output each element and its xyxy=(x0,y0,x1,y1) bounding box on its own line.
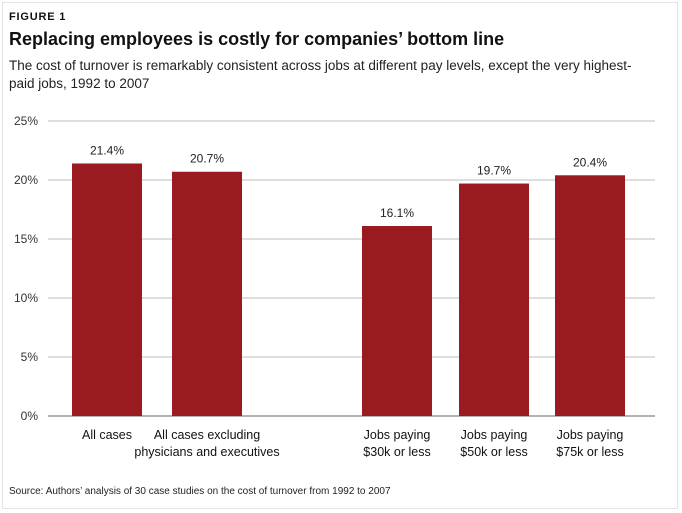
y-tick-label: 5% xyxy=(21,350,39,364)
y-tick-label: 25% xyxy=(14,114,38,128)
category-label: Jobs paying xyxy=(461,428,528,442)
source-note: Source: Authors’ analysis of 30 case stu… xyxy=(9,486,391,497)
category-label: $50k or less xyxy=(460,445,527,459)
data-label: 21.4% xyxy=(90,143,124,157)
bar xyxy=(555,175,625,416)
category-label: $30k or less xyxy=(363,445,430,459)
data-label: 16.1% xyxy=(380,206,414,220)
bars xyxy=(72,163,625,416)
data-label: 20.7% xyxy=(190,152,224,166)
chart-title: Replacing employees is costly for compan… xyxy=(9,29,505,49)
y-tick-label: 20% xyxy=(14,173,38,187)
y-tick-label: 10% xyxy=(14,291,38,305)
category-label: Jobs paying xyxy=(364,428,431,442)
category-label: All cases xyxy=(82,428,132,442)
category-label: Jobs paying xyxy=(557,428,624,442)
gridlines xyxy=(48,120,655,417)
bar xyxy=(362,226,432,416)
category-label: physicians and executives xyxy=(134,445,279,459)
bar xyxy=(459,183,529,416)
bar xyxy=(72,163,142,416)
figure-label: FIGURE 1 xyxy=(9,11,67,23)
bar-chart: 0% 5% 10% 15% 20% 25% 21.4% All cases 20.7% All c… xyxy=(14,114,655,459)
category-label: All cases excluding xyxy=(154,428,260,442)
bar xyxy=(172,171,242,416)
y-tick-label: 0% xyxy=(21,409,39,423)
chart-subtitle: The cost of turnover is remarkably consi… xyxy=(9,58,632,91)
y-tick-label: 15% xyxy=(14,232,38,246)
labels: 0% 5% 10% 15% 20% 25% 21.4% All cases 20.7% All c… xyxy=(14,114,624,459)
data-label: 20.4% xyxy=(573,155,607,169)
data-label: 19.7% xyxy=(477,164,511,178)
category-label: $75k or less xyxy=(556,445,623,459)
